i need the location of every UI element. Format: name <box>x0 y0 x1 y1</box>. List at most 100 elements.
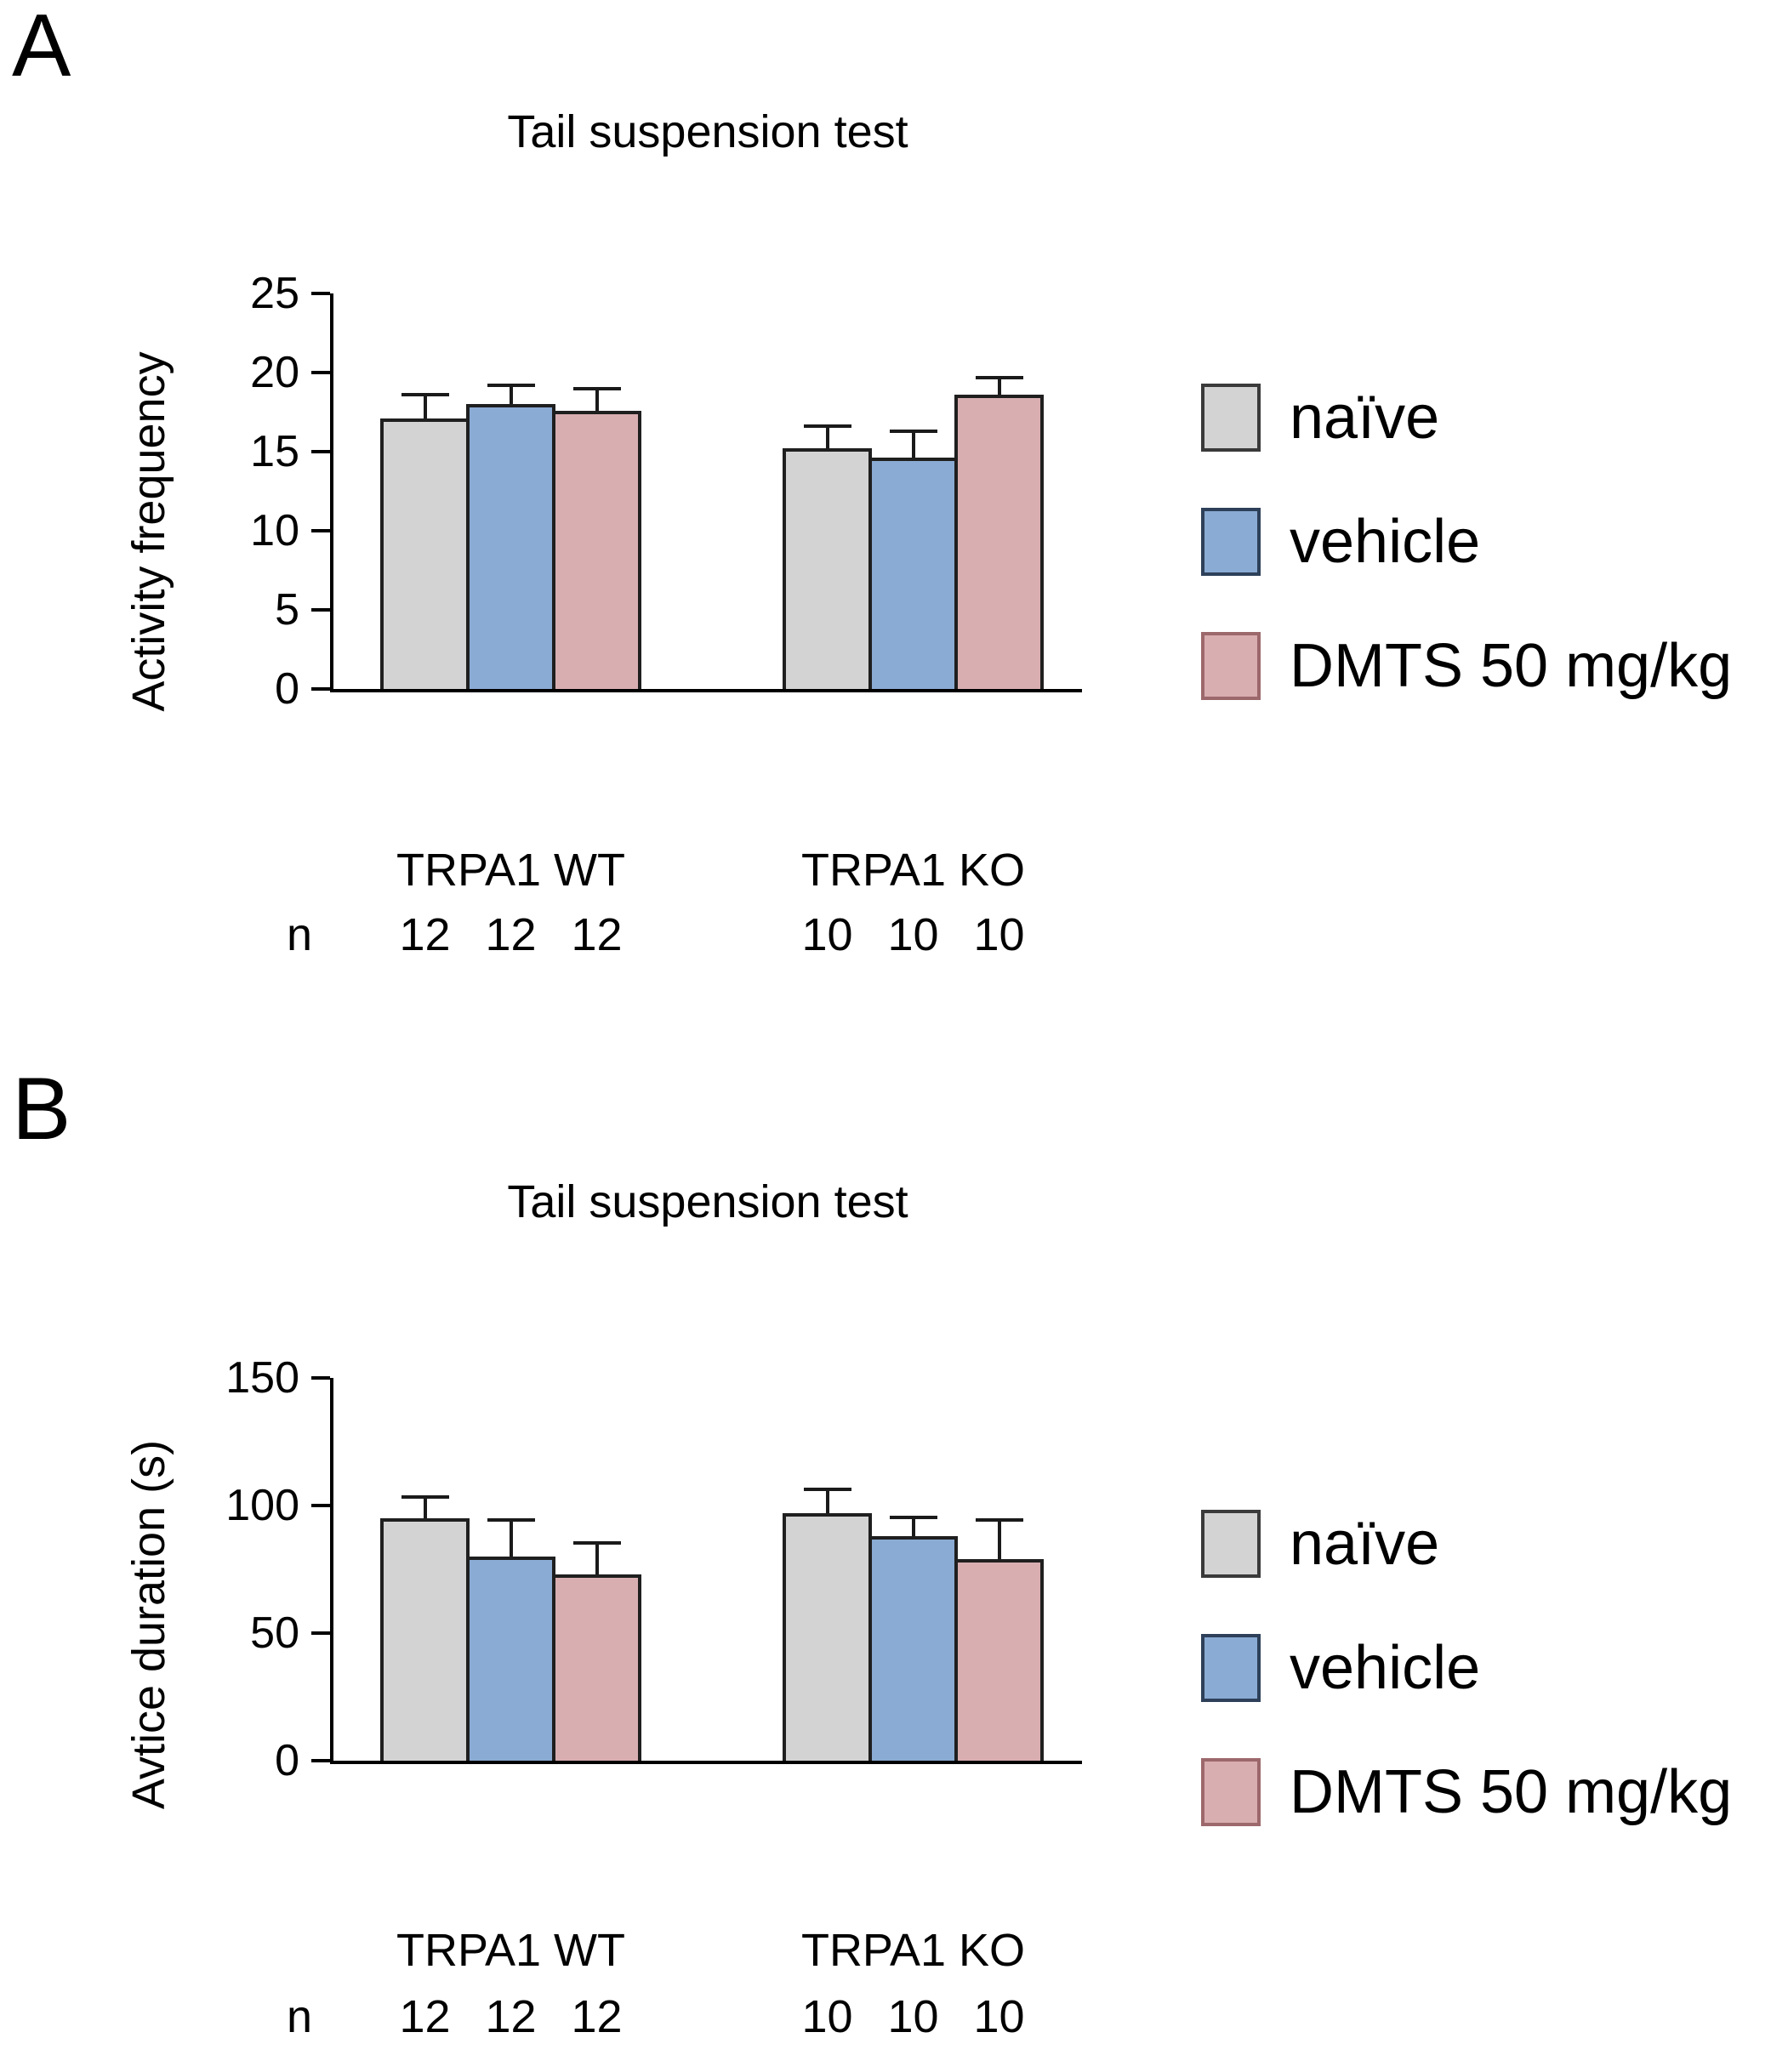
panel-b-n-value-trpa1-ko-naive: 10 <box>801 1991 853 2042</box>
panel-b-legend-swatch-dmts-icon <box>1201 1758 1261 1826</box>
panel-b-y-tick-100 <box>311 1504 330 1507</box>
panel-b-errorbar-cap-trpa1-wt-naive <box>401 1495 449 1499</box>
panel-a-errorbar-whisker-trpa1-ko-naive <box>825 424 829 449</box>
panel-b-errorbar-whisker-trpa1-ko-dmts <box>997 1518 1001 1559</box>
panel-a-bar-trpa1-ko-dmts <box>954 395 1044 689</box>
panel-a-n-value-trpa1-ko-dmts: 10 <box>973 909 1025 960</box>
panel-b-legend-swatch-naive-icon <box>1201 1510 1261 1578</box>
panel-a-y-tick-label-5: 5 <box>275 585 299 635</box>
panel-b-errorbar-cap-trpa1-ko-naive <box>803 1488 851 1491</box>
panel-a-bar-trpa1-wt-vehicle <box>466 404 555 689</box>
panel-a-n-value-trpa1-ko-vehicle: 10 <box>887 909 939 960</box>
panel-b-n-value-trpa1-ko-vehicle: 10 <box>887 1991 939 2042</box>
panel-b-legend-row-vehicle: vehicle <box>1201 1631 1480 1705</box>
panel-a-y-axis-line <box>330 293 333 692</box>
panel-b-group-label-trpa1-ko: TRPA1 KO <box>800 1925 1026 1976</box>
panel-b-y-tick-150 <box>311 1376 330 1380</box>
panel-a-n-value-trpa1-wt-vehicle: 12 <box>485 909 537 960</box>
panel-b-y-tick-label-0: 0 <box>275 1736 299 1785</box>
panel-b-bar-trpa1-wt-dmts <box>552 1574 641 1761</box>
panel-a-y-tick-label-0: 0 <box>275 664 299 714</box>
panel-b-errorbar-whisker-trpa1-ko-vehicle <box>911 1516 915 1536</box>
panel-b-y-tick-0 <box>311 1759 330 1762</box>
panel-b-legend-label-naive: naïve <box>1290 1510 1440 1578</box>
panel-b-legend-label-vehicle: vehicle <box>1290 1634 1481 1702</box>
panel-b-errorbar-cap-trpa1-ko-dmts <box>975 1518 1023 1522</box>
panel-b-n-value-trpa1-ko-dmts: 10 <box>973 1991 1025 2042</box>
panel-b-errorbar-whisker-trpa1-wt-naive <box>423 1495 427 1518</box>
panel-a-y-tick-label-25: 25 <box>250 269 299 318</box>
panel-b-n-row-label: n <box>286 1991 313 2042</box>
panel-a-title: Tail suspension test <box>507 106 908 157</box>
panel-b-errorbar-cap-trpa1-ko-vehicle <box>889 1516 937 1519</box>
panel-a-group-label-trpa1-ko: TRPA1 KO <box>800 845 1026 896</box>
panel-b-n-value-trpa1-wt-naive: 12 <box>399 1991 451 2042</box>
panel-a-errorbar-whisker-trpa1-wt-dmts <box>595 386 599 411</box>
panel-a-n-value-trpa1-wt-dmts: 12 <box>571 909 623 960</box>
panel-a-n-value-trpa1-ko-naive: 10 <box>801 909 853 960</box>
panel-a-y-tick-25 <box>311 292 330 295</box>
panel-a-y-tick-20 <box>311 371 330 374</box>
panel-a-errorbar-whisker-trpa1-ko-dmts <box>997 375 1001 396</box>
panel-a-y-tick-15 <box>311 450 330 453</box>
panel-a-errorbar-whisker-trpa1-wt-vehicle <box>509 384 513 405</box>
panel-b-legend-swatch-vehicle-icon <box>1201 1634 1261 1702</box>
panel-a-legend-row-naive: naïve <box>1201 381 1439 454</box>
panel-b-bar-trpa1-wt-vehicle <box>466 1557 555 1761</box>
panel-a-legend-swatch-dmts-icon <box>1201 632 1261 700</box>
panel-b-n-value-trpa1-wt-dmts: 12 <box>571 1991 623 2042</box>
panel-b-legend-row-dmts: DMTS 50 mg/kg <box>1201 1756 1732 1829</box>
panel-a-legend-label-naive: naïve <box>1290 384 1440 452</box>
panel-b-y-tick-label-150: 150 <box>225 1353 299 1403</box>
panel-a-legend-label-vehicle: vehicle <box>1290 508 1481 576</box>
panel-b-errorbar-whisker-trpa1-ko-naive <box>825 1488 829 1513</box>
panel-b-y-axis-line <box>330 1378 333 1764</box>
panel-a-errorbar-cap-trpa1-ko-vehicle <box>889 429 937 433</box>
panel-a-legend-row-dmts: DMTS 50 mg/kg <box>1201 629 1732 703</box>
panel-b-y-tick-label-100: 100 <box>225 1481 299 1530</box>
panel-a-group-label-trpa1-wt: TRPA1 WT <box>396 845 625 896</box>
panel-a-errorbar-cap-trpa1-ko-dmts <box>975 375 1023 379</box>
panel-b-bar-trpa1-ko-dmts <box>954 1559 1044 1761</box>
panel-a-legend-swatch-vehicle-icon <box>1201 508 1261 576</box>
panel-a-n-row-label: n <box>286 909 313 960</box>
panel-b-errorbar-cap-trpa1-wt-vehicle <box>487 1518 535 1522</box>
panel-a-bar-trpa1-ko-naive <box>783 448 872 689</box>
panel-b-errorbar-cap-trpa1-wt-dmts <box>572 1541 621 1545</box>
panel-a-x-axis-line <box>330 689 1082 692</box>
panel-a-legend-label-dmts: DMTS 50 mg/kg <box>1290 632 1733 700</box>
panel-a-legend-row-vehicle: vehicle <box>1201 505 1480 578</box>
panel-b-n-value-trpa1-wt-vehicle: 12 <box>485 1991 537 2042</box>
panel-a-y-tick-label-20: 20 <box>250 348 299 397</box>
panel-a-errorbar-whisker-trpa1-ko-vehicle <box>911 429 915 458</box>
panel-b-x-axis-line <box>330 1761 1082 1764</box>
panel-b-errorbar-whisker-trpa1-wt-vehicle <box>509 1518 513 1557</box>
panel-b-errorbar-whisker-trpa1-wt-dmts <box>595 1541 599 1574</box>
panel-a-errorbar-cap-trpa1-wt-dmts <box>572 386 621 390</box>
panel-b-letter: B <box>12 1060 71 1158</box>
panel-b-bar-trpa1-ko-naive <box>783 1513 872 1761</box>
panel-b-bar-trpa1-wt-naive <box>380 1518 470 1761</box>
panel-b-legend-label-dmts: DMTS 50 mg/kg <box>1290 1758 1733 1826</box>
panel-a-letter: A <box>12 0 71 95</box>
panel-a-errorbar-cap-trpa1-ko-naive <box>803 424 851 429</box>
panel-a-errorbar-cap-trpa1-wt-naive <box>401 393 449 397</box>
panel-b-y-tick-50 <box>311 1631 330 1635</box>
panel-a-legend-swatch-naive-icon <box>1201 384 1261 452</box>
panel-b-title: Tail suspension test <box>507 1176 908 1227</box>
panel-b-y-tick-label-50: 50 <box>250 1608 299 1658</box>
panel-a-y-tick-5 <box>311 608 330 612</box>
panel-a-bar-trpa1-ko-vehicle <box>868 458 958 689</box>
panel-a-bar-trpa1-wt-dmts <box>552 410 641 689</box>
panel-a-y-tick-0 <box>311 687 330 691</box>
panel-a-y-tick-label-15: 15 <box>250 427 299 476</box>
panel-b-legend-row-naive: naïve <box>1201 1507 1439 1580</box>
panel-b-group-label-trpa1-wt: TRPA1 WT <box>396 1925 625 1976</box>
panel-a-errorbar-whisker-trpa1-wt-naive <box>423 393 427 418</box>
panel-b-bar-trpa1-ko-vehicle <box>868 1536 958 1761</box>
panel-a-y-tick-label-10: 10 <box>250 506 299 555</box>
panel-a-n-value-trpa1-wt-naive: 12 <box>399 909 451 960</box>
panel-a-bar-trpa1-wt-naive <box>380 418 470 689</box>
panel-a-y-tick-10 <box>311 529 330 532</box>
